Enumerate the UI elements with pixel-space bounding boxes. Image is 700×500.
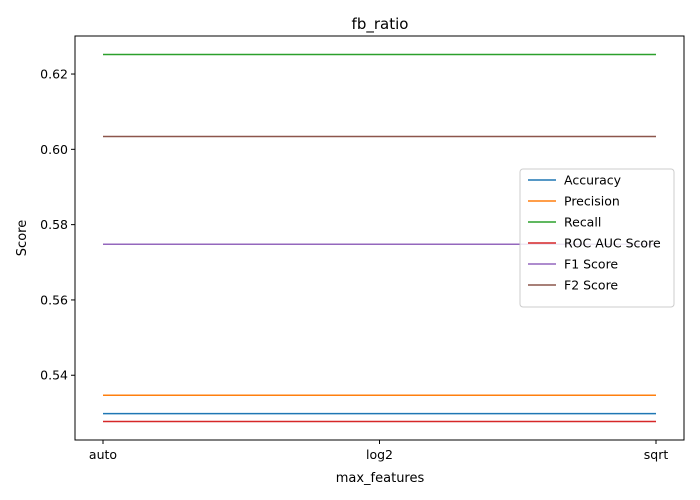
x-tick-label: log2 (366, 447, 393, 462)
x-axis-label: max_features (336, 471, 425, 486)
x-axis: auto log2 sqrt (89, 440, 668, 462)
y-tick-label: 0.56 (40, 292, 68, 307)
series-lines (103, 53, 656, 423)
y-tick-label: 0.58 (40, 217, 68, 232)
legend-box (519, 168, 675, 308)
chart-title: fb_ratio (352, 15, 409, 34)
y-axis-label: Score (15, 220, 30, 256)
x-tick-label: sqrt (644, 447, 669, 462)
y-axis: 0.54 0.56 0.58 0.60 0.62 (40, 67, 75, 383)
legend-entry-accuracy: Accuracy (564, 173, 622, 188)
legend-entry-f2-score: F2 Score (564, 278, 618, 293)
legend-entry-roc-auc-score: ROC AUC Score (564, 236, 661, 251)
y-tick-label: 0.54 (40, 368, 68, 383)
y-tick-label: 0.60 (40, 142, 68, 157)
legend-entry-precision: Precision (564, 194, 620, 209)
y-tick-label: 0.62 (40, 67, 68, 82)
legend-entry-f1-score: F1 Score (564, 257, 618, 272)
x-tick-label: auto (89, 447, 117, 462)
legend-entry-recall: Recall (564, 215, 601, 230)
legend: Accuracy Precision Recall ROC AUC Score F1 S… (519, 168, 675, 308)
